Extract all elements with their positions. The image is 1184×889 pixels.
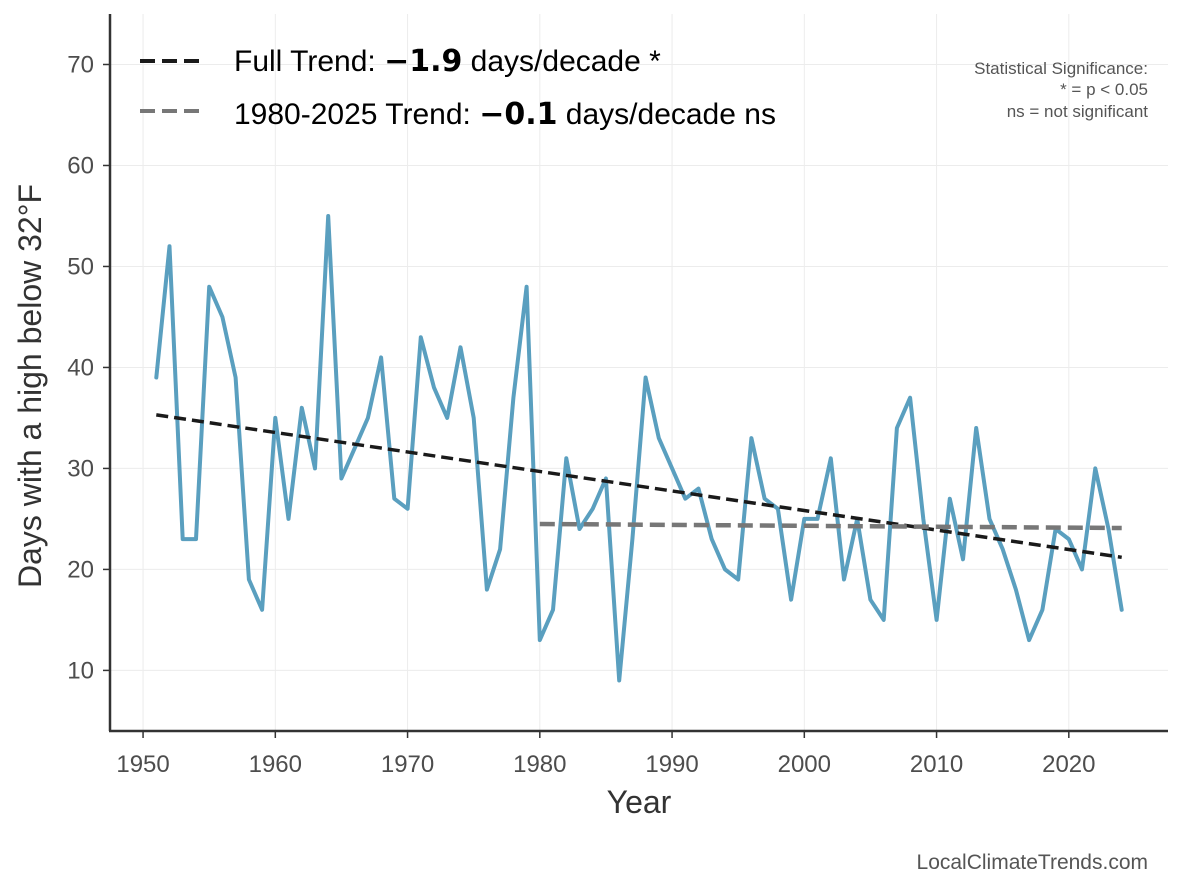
- legend-label-1980-trend: 1980-2025 Trend: −0.1 days/decade ns: [234, 97, 776, 132]
- significance-note-title: Statistical Significance:: [974, 59, 1148, 78]
- y-tick-label-70: 70: [67, 51, 94, 78]
- trend-lines: [156, 413, 1122, 560]
- y-axis-title: Days with a high below 32°F: [12, 184, 48, 588]
- x-tick-label-1980: 1980: [513, 751, 566, 778]
- grid: [110, 14, 1168, 731]
- legend: Full Trend: −1.9 days/decade * 1980-2025…: [140, 44, 776, 132]
- x-tick-label-1970: 1970: [381, 751, 434, 778]
- series-line-0: [154, 214, 1124, 683]
- significance-note: Statistical Significance: * = p < 0.05 n…: [974, 59, 1148, 121]
- x-tick-label-2020: 2020: [1042, 751, 1095, 778]
- significance-note-ns: ns = not significant: [1007, 102, 1149, 121]
- trend-line-0: [156, 413, 1122, 560]
- y-tick-label-10: 10: [67, 657, 94, 684]
- y-tick-label-30: 30: [67, 455, 94, 482]
- y-tick-label-60: 60: [67, 152, 94, 179]
- x-tick-label-2000: 2000: [778, 751, 831, 778]
- trend-line-1: [539, 521, 1122, 531]
- y-tick-label-50: 50: [67, 253, 94, 280]
- y-tick-label-40: 40: [67, 354, 94, 381]
- legend-label-full-trend: Full Trend: −1.9 days/decade *: [234, 44, 661, 79]
- x-tick-label-1990: 1990: [645, 751, 698, 778]
- y-axis-ticks: 10 20 30 40 50 60 70: [67, 51, 110, 684]
- x-tick-label-2010: 2010: [910, 751, 963, 778]
- y-tick-label-20: 20: [67, 556, 94, 583]
- x-tick-label-1960: 1960: [249, 751, 302, 778]
- data-series: [154, 214, 1124, 683]
- x-axis-title: Year: [607, 784, 672, 820]
- x-axis-ticks: 1950 1960 1970 1980 1990 2000 2010 2020: [116, 731, 1096, 778]
- axes: [108, 14, 1168, 733]
- x-tick-label-1950: 1950: [116, 751, 169, 778]
- significance-note-star: * = p < 0.05: [1060, 80, 1148, 99]
- source-credit: LocalClimateTrends.com: [917, 851, 1148, 874]
